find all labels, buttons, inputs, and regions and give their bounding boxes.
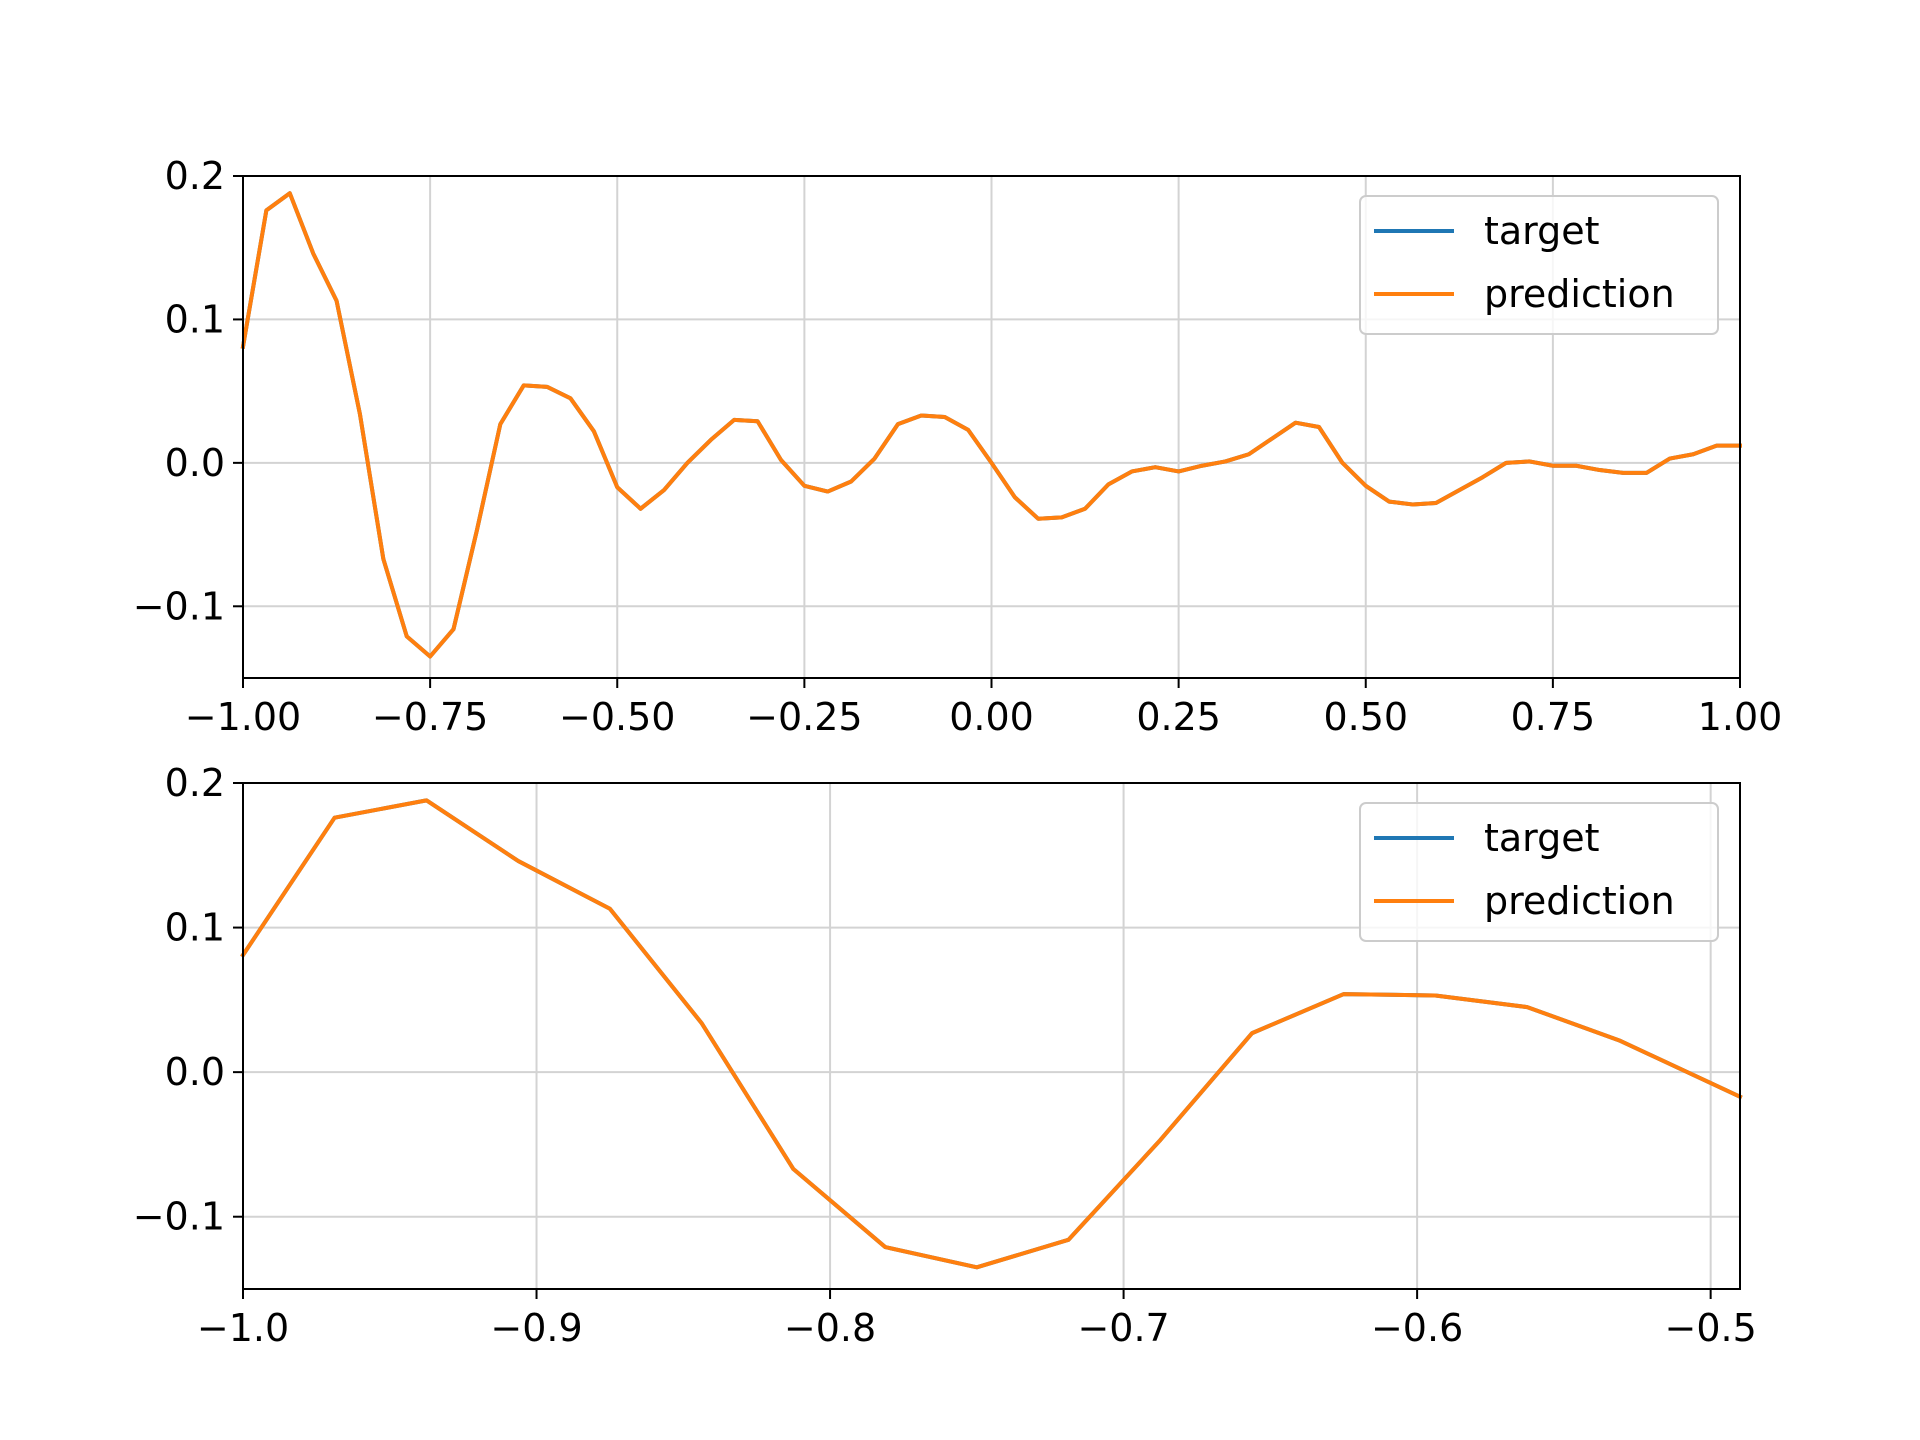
top-x-tick-label: 0.50 bbox=[1323, 695, 1408, 739]
top-x-tick-label: 0.25 bbox=[1136, 695, 1221, 739]
bottom-y-tick-label: 0.0 bbox=[165, 1050, 225, 1094]
bottom-y-tick-label: 0.2 bbox=[165, 761, 225, 805]
top-legend-target-label: target bbox=[1484, 209, 1600, 253]
bottom-x-tick-label: −0.9 bbox=[490, 1306, 582, 1350]
top-legend: target prediction bbox=[1359, 195, 1719, 335]
top-x-tick-label: −0.25 bbox=[746, 695, 862, 739]
bottom-x-tick-label: −0.5 bbox=[1665, 1306, 1757, 1350]
top-x-tick-label: 0.00 bbox=[949, 695, 1034, 739]
bottom-x-tick-label: −0.6 bbox=[1371, 1306, 1463, 1350]
top-x-tick-label: −1.00 bbox=[185, 695, 301, 739]
top-y-tick-label: 0.1 bbox=[165, 297, 225, 341]
bottom-y-tick-label: −0.1 bbox=[133, 1195, 225, 1239]
bottom-x-ticks: −1.0 −0.9 −0.8 −0.7 −0.6 −0.5 bbox=[197, 1289, 1757, 1350]
bottom-y-tick-label: 0.1 bbox=[165, 906, 225, 950]
bottom-legend: target prediction bbox=[1359, 802, 1719, 942]
top-x-tick-label: −0.75 bbox=[372, 695, 488, 739]
bottom-axes-frame bbox=[242, 782, 1741, 1290]
top-prediction-line bbox=[240, 191, 1742, 659]
top-x-tick-label: 0.75 bbox=[1511, 695, 1596, 739]
top-x-tick-label: 1.00 bbox=[1698, 695, 1783, 739]
bottom-legend-target-label: target bbox=[1484, 816, 1600, 860]
bottom-legend-prediction-label: prediction bbox=[1484, 879, 1675, 923]
top-y-tick-label: −0.1 bbox=[133, 584, 225, 628]
bottom-y-ticks: −0.1 0.0 0.1 0.2 bbox=[133, 761, 243, 1239]
top-y-ticks: −0.1 0.0 0.1 0.2 bbox=[133, 154, 243, 628]
bottom-x-tick-label: −1.0 bbox=[197, 1306, 289, 1350]
top-legend-prediction-label: prediction bbox=[1484, 272, 1675, 316]
top-series-lines bbox=[240, 191, 1742, 659]
top-x-tick-label: −0.50 bbox=[559, 695, 675, 739]
top-x-ticks: −1.00 −0.75 −0.50 −0.25 0.00 0.25 0.50 0.75 1.00 bbox=[185, 678, 1783, 739]
bottom-series-lines bbox=[240, 798, 1743, 1270]
top-y-tick-label: 0.2 bbox=[165, 154, 225, 198]
top-subplot: −1.00 −0.75 −0.50 −0.25 0.00 0.25 0.50 0.75 1.00… bbox=[133, 154, 1783, 739]
bottom-subplot: −1.0 −0.9 −0.8 −0.7 −0.6 −0.5 −0.1 0.0 0.1 0.2 t… bbox=[133, 761, 1757, 1350]
bottom-prediction-line bbox=[240, 798, 1743, 1270]
bottom-x-tick-label: −0.8 bbox=[784, 1306, 876, 1350]
bottom-x-tick-label: −0.7 bbox=[1077, 1306, 1169, 1350]
top-y-tick-label: 0.0 bbox=[165, 441, 225, 485]
